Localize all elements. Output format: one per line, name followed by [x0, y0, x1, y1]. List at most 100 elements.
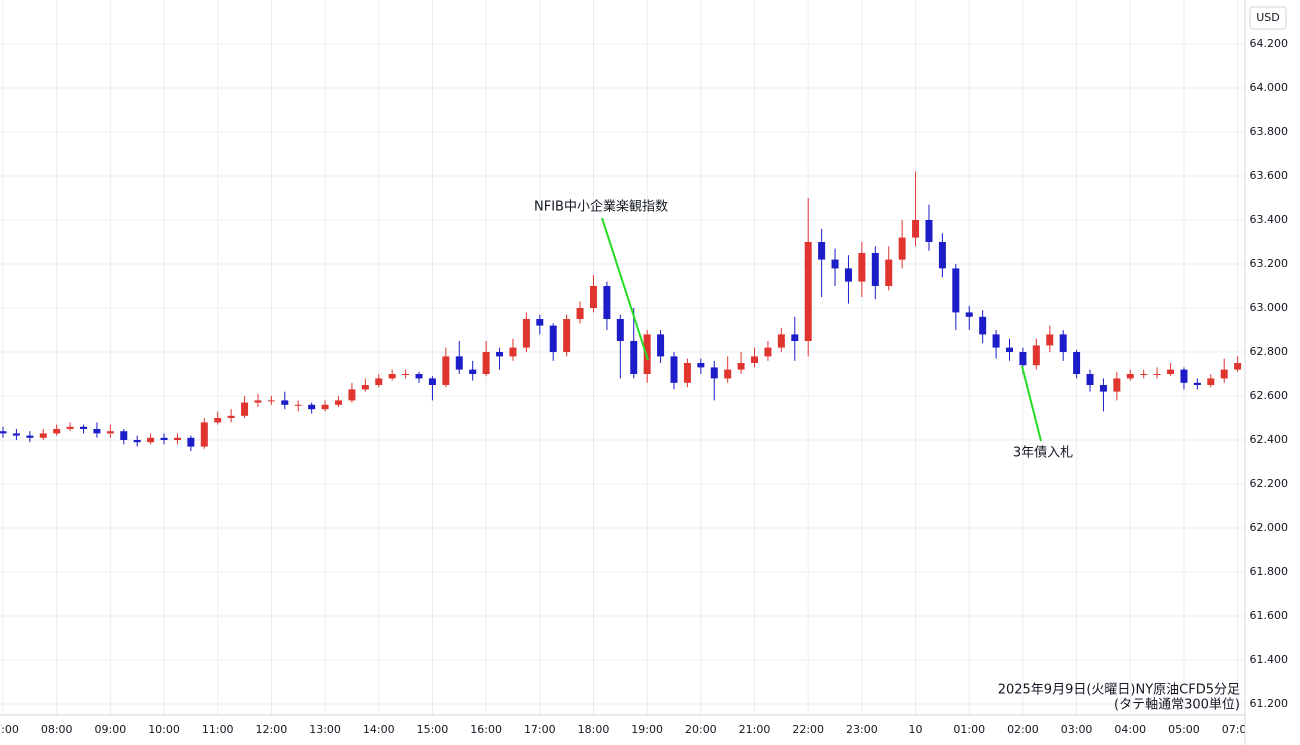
- candle-body: [361, 385, 369, 390]
- candle-body: [227, 415, 235, 418]
- y-tick-label: 61.800: [1250, 565, 1289, 578]
- candle-body: [402, 374, 410, 375]
- x-axis: 07:00 08:00 09:00 10:00 11:00 12:00 13:00 14:00…: [0, 723, 1245, 736]
- candle-body: [724, 369, 732, 379]
- candle-body: [1113, 378, 1121, 392]
- candle-body: [428, 378, 436, 385]
- candle-body: [1086, 374, 1094, 385]
- candle-body: [160, 437, 168, 440]
- candle-body: [187, 437, 195, 447]
- y-tick-label: 63.800: [1250, 125, 1289, 138]
- candle-body: [53, 429, 61, 434]
- candle-body: [979, 316, 987, 335]
- candle-body: [791, 334, 799, 341]
- candle-body: [589, 286, 597, 308]
- x-tick-label: 03:00: [1061, 723, 1093, 736]
- annotation: NFIB中小企業楽観指数: [534, 199, 668, 215]
- candle-body: [66, 426, 74, 429]
- x-tick-label: 01:00: [953, 723, 985, 736]
- candle-body: [885, 259, 893, 286]
- candle-body: [697, 363, 705, 368]
- candle-body: [241, 402, 249, 416]
- candle-body: [200, 422, 208, 447]
- candle-body: [670, 356, 678, 383]
- candle-body: [1126, 374, 1134, 379]
- candle-body: [1019, 352, 1027, 366]
- candle-body: [1099, 385, 1107, 392]
- y-tick-label: 61.200: [1250, 697, 1289, 710]
- candle-body: [1046, 334, 1054, 346]
- x-tick-label: 11:00: [202, 723, 234, 736]
- candle-body: [563, 319, 571, 352]
- x-tick-label: 13:00: [309, 723, 341, 736]
- candle-body: [321, 404, 329, 410]
- x-tick-label: 17:00: [524, 723, 556, 736]
- footnote: 2025年9月9日(火曜日)NY原油CFD5分足: [998, 683, 1240, 698]
- candle-body: [603, 286, 611, 319]
- candle-body: [1032, 345, 1040, 366]
- candle-body: [912, 220, 920, 238]
- x-tick-label: 04:00: [1114, 723, 1146, 736]
- candle-body: [214, 418, 222, 423]
- candle-body: [536, 319, 544, 326]
- candle-body: [1153, 374, 1161, 375]
- candle-body: [93, 429, 101, 434]
- x-tick-label: 14:00: [363, 723, 395, 736]
- candle-body: [818, 242, 826, 260]
- candle-body: [737, 363, 745, 370]
- candle-body: [509, 347, 517, 357]
- candle-body: [442, 356, 450, 385]
- candle-body: [710, 367, 718, 379]
- candle-body: [616, 319, 624, 341]
- x-tick-label: 19:00: [631, 723, 663, 736]
- x-tick-label: 23:00: [846, 723, 878, 736]
- y-tick-label: 64.000: [1250, 81, 1289, 94]
- candle-body: [683, 363, 691, 383]
- candle-body: [831, 259, 839, 269]
- candle-body: [1193, 382, 1201, 385]
- candle-body: [751, 356, 759, 363]
- candle-body: [80, 426, 88, 429]
- candle-body: [482, 352, 490, 374]
- currency-box: [1249, 6, 1287, 30]
- candle-body: [308, 404, 316, 410]
- y-tick-label: 62.800: [1250, 345, 1289, 358]
- candle-body: [630, 341, 638, 374]
- y-tick-label: 61.400: [1250, 653, 1289, 666]
- candle-body: [1073, 352, 1081, 374]
- candle-body: [965, 312, 973, 317]
- candle-body: [147, 437, 155, 443]
- candle-body: [455, 356, 463, 370]
- grid: [0, 0, 1245, 715]
- candle-body: [938, 242, 946, 269]
- candle-body: [804, 242, 812, 341]
- annotation-line: [1021, 365, 1042, 442]
- candle-body: [871, 253, 879, 286]
- candle-body: [1059, 334, 1067, 352]
- candle-body: [576, 308, 584, 319]
- y-tick-label: 61.600: [1250, 609, 1289, 622]
- candle-body: [375, 378, 383, 385]
- candle-body: [120, 431, 128, 440]
- x-tick-label: 05:00: [1168, 723, 1200, 736]
- candle-body: [26, 435, 34, 438]
- currency: USD: [1256, 11, 1280, 24]
- candle-body: [925, 220, 933, 242]
- candle-body: [1180, 369, 1188, 383]
- candle-body: [496, 352, 504, 357]
- candle-body: [522, 319, 530, 348]
- candle-body: [858, 253, 866, 282]
- y-tick-label: 63.600: [1250, 169, 1289, 182]
- x-tick-label: 12:00: [256, 723, 288, 736]
- x-tick-label: 21:00: [739, 723, 771, 736]
- candle-body: [0, 431, 7, 434]
- candle-body: [173, 437, 181, 440]
- annotation: 3年債入札: [1013, 446, 1073, 461]
- candle-body: [267, 400, 275, 402]
- candle-body: [335, 400, 342, 405]
- candle-body: [1140, 374, 1148, 375]
- annotation-line: [601, 217, 649, 361]
- x-tick-label: 16:00: [470, 723, 502, 736]
- candle-body: [844, 268, 852, 282]
